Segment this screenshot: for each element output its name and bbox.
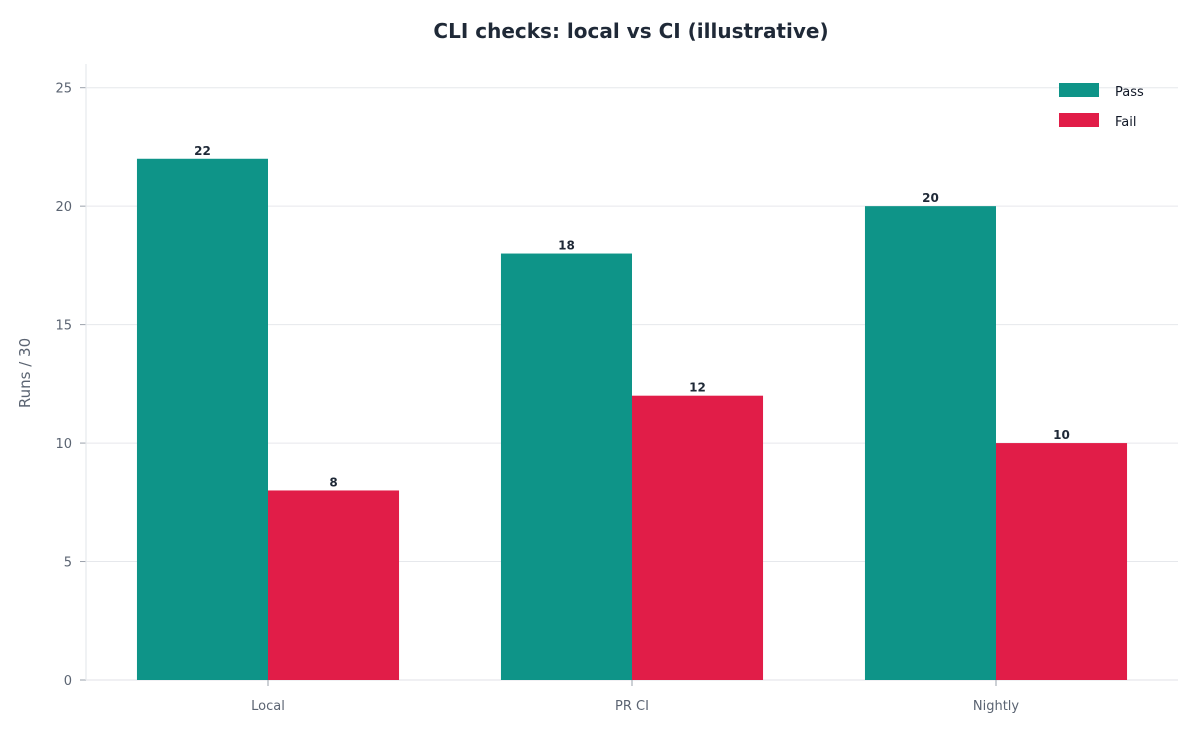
y-axis-label: Runs / 30 [16,338,34,408]
y-tick-label: 10 [55,437,72,452]
data-label: 10 [1053,428,1070,442]
x-tick-label: Local [251,699,285,714]
legend-swatch-fail [1059,113,1099,127]
data-label: 20 [922,191,939,205]
y-tick-label: 0 [64,674,72,689]
legend: Pass Fail [1059,83,1144,130]
bar-pass [500,253,632,681]
legend-label-fail: Fail [1115,115,1136,130]
data-label: 22 [194,144,211,158]
data-label: 12 [689,381,706,395]
legend-label-pass: Pass [1115,85,1144,100]
data-labels: 22 8 18 12 20 10 [194,144,1070,490]
bar-fail [996,443,1128,680]
chart-title: CLI checks: local vs CI (illustrative) [433,19,828,43]
y-tick-label: 20 [55,200,72,215]
bar-fail [268,490,400,680]
bar-pass [864,206,996,680]
x-tick-label: Nightly [973,699,1020,714]
bars [136,158,1128,681]
bar-fail [632,395,764,680]
data-label: 18 [558,239,575,253]
bar-pass [136,158,268,680]
data-label: 8 [329,475,337,489]
x-tick-label: PR CI [615,699,649,714]
y-tick-label: 15 [55,319,72,334]
y-tick-label: 25 [55,82,72,97]
y-tick-label: 5 [64,556,72,571]
legend-swatch-pass [1059,83,1099,97]
